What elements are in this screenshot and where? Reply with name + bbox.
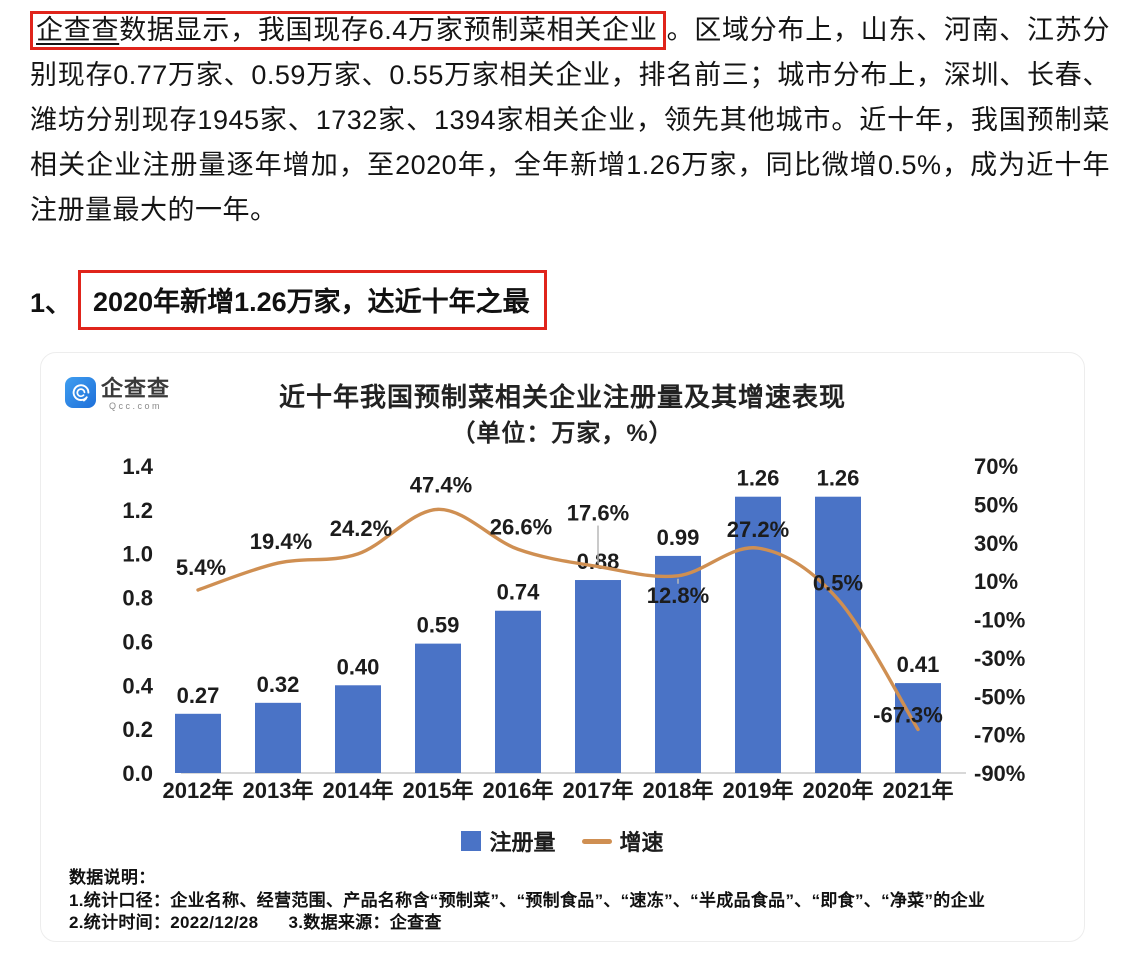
- qcc-logo-text: 企查查 Qcc.com: [101, 376, 171, 412]
- left-axis-tick: 0.0: [122, 761, 153, 786]
- right-axis-tick: -30%: [974, 646, 1025, 671]
- heading-number: 1、: [30, 287, 73, 318]
- left-axis-tick: 1.2: [122, 498, 153, 523]
- qcc-company-link[interactable]: 企查查: [36, 15, 120, 45]
- bar-2019年: [735, 496, 781, 773]
- right-axis-tick: 30%: [974, 531, 1018, 556]
- x-axis-label: 2015年: [403, 778, 474, 803]
- chart-legend: 注册量 增速: [41, 825, 1084, 857]
- article-paragraph: 企查查数据显示，我国现存6.4万家预制菜相关企业 。区域分布上，山东、河南、江苏分…: [30, 8, 1110, 233]
- qcc-logo-name: 企查查: [101, 376, 171, 401]
- bar-label: 1.26: [737, 466, 780, 491]
- bar-2012年: [175, 713, 221, 773]
- combo-chart: 1.4 1.2 1.0 0.8 0.6 0.4 0.2 0.0 70% 50% 30% 10% -10%…: [122, 454, 1025, 803]
- qcc-logo-domain: Qcc.com: [109, 401, 163, 411]
- x-axis-label: 2012年: [163, 778, 234, 803]
- bar-2016年: [495, 610, 541, 773]
- x-axis-label: 2018年: [643, 778, 714, 803]
- bar-label: 0.41: [897, 652, 940, 677]
- x-axis-label: 2019年: [723, 778, 794, 803]
- growth-label: 5.4%: [176, 555, 226, 580]
- line-swatch-icon: [581, 838, 612, 844]
- bar-2015年: [415, 643, 461, 773]
- bar-label: 0.74: [497, 580, 541, 605]
- growth-label: 19.4%: [250, 529, 312, 554]
- right-axis-tick: 10%: [974, 569, 1018, 594]
- qcc-logo: 企查查 Qcc.com: [65, 377, 170, 411]
- growth-label: -67.3%: [873, 702, 943, 727]
- bar-label: 0.32: [257, 672, 300, 697]
- bar-label: 0.99: [657, 525, 700, 550]
- chart-notes: 数据说明： 1.统计口径：企业名称、经营范围、产品名称含“预制菜”、“预制食品”…: [69, 868, 986, 932]
- left-axis-tick: 0.4: [122, 673, 153, 698]
- boxed-statement: 数据显示，我国现存6.4万家预制菜相关企业: [119, 15, 658, 45]
- qcc-logo-icon: [65, 377, 96, 408]
- bar-swatch-icon: [461, 831, 482, 851]
- left-axis-tick: 1.0: [122, 542, 153, 567]
- legend-line-label: 增速: [619, 830, 664, 855]
- x-axis-label: 2020年: [803, 778, 874, 803]
- red-highlight-box-paragraph: 企查查数据显示，我国现存6.4万家预制菜相关企业: [30, 11, 666, 50]
- bar-label: 1.26: [817, 466, 860, 491]
- x-axis-label: 2013年: [243, 778, 314, 803]
- bar-2013年: [255, 702, 301, 773]
- legend-item-line: 增速: [581, 825, 664, 857]
- bar-2018年: [655, 555, 701, 773]
- left-axis-tick: 0.6: [122, 629, 153, 654]
- paragraph-rest: 。区域分布上，山东、河南、江苏分别现存0.77万家、0.59万家、0.55万家相…: [30, 15, 1110, 225]
- bar-2020年: [815, 496, 861, 773]
- x-axis-label: 2014年: [323, 778, 394, 803]
- growth-label: 17.6%: [567, 501, 629, 526]
- chart-card: 企查查 Qcc.com 近十年我国预制菜相关企业注册量及其增速表现 （单位：万家…: [40, 352, 1085, 942]
- bar-label: 0.40: [337, 654, 380, 679]
- bar-2017年: [575, 580, 621, 773]
- right-axis-tick: -10%: [974, 608, 1025, 633]
- x-axis-label: 2016年: [483, 778, 554, 803]
- growth-label: 26.6%: [490, 514, 552, 539]
- right-axis-tick: 50%: [974, 492, 1018, 517]
- left-axis-tick: 0.2: [122, 717, 153, 742]
- x-axis-label: 2017年: [563, 778, 634, 803]
- x-axis-label: 2021年: [883, 778, 954, 803]
- chart-subtitle: （单位：万家，%）: [451, 420, 674, 447]
- left-axis-tick: 0.8: [122, 586, 153, 611]
- legend-item-bar: 注册量: [461, 825, 556, 857]
- right-axis-tick: -90%: [974, 761, 1025, 786]
- right-axis-tick: -70%: [974, 723, 1025, 748]
- red-highlight-box-heading: 2020年新增1.26万家，达近十年之最: [78, 270, 547, 330]
- qcc-spiral-icon: [72, 383, 89, 401]
- growth-label: 27.2%: [727, 517, 789, 542]
- bar-label: 0.27: [177, 683, 220, 708]
- bar-2014年: [335, 685, 381, 773]
- heading-text: 2020年新增1.26万家，达近十年之最: [93, 287, 530, 317]
- growth-label: 0.5%: [813, 570, 863, 595]
- growth-label: 12.8%: [647, 583, 709, 608]
- growth-line: [196, 507, 920, 732]
- bar-label: 0.59: [417, 613, 460, 638]
- chart-title: 近十年我国预制菜相关企业注册量及其增速表现: [278, 382, 846, 412]
- section-heading: 1、 2020年新增1.26万家，达近十年之最: [30, 270, 547, 330]
- right-axis-tick: -50%: [974, 684, 1025, 709]
- left-axis-tick: 1.4: [122, 454, 153, 479]
- right-axis-tick: 70%: [974, 454, 1018, 479]
- legend-bar-label: 注册量: [489, 830, 556, 855]
- growth-label: 47.4%: [410, 472, 472, 497]
- growth-label: 24.2%: [330, 516, 392, 541]
